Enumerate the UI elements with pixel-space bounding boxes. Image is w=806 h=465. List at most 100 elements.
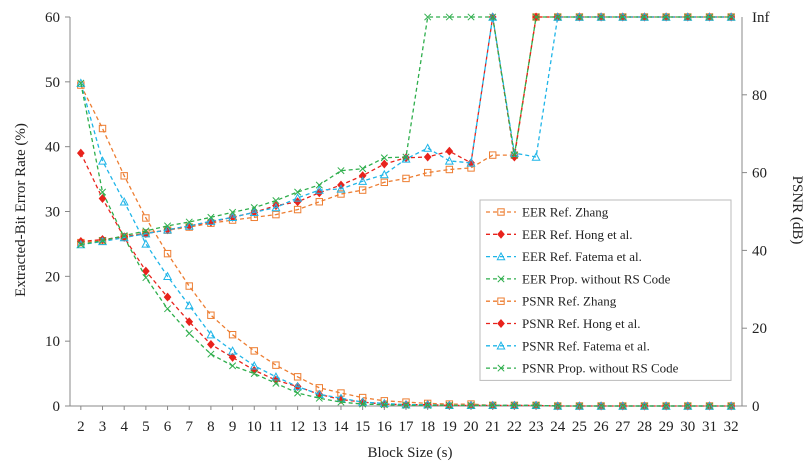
legend-item: PSNR Ref. Hong et al. xyxy=(486,316,640,331)
data-point xyxy=(77,241,85,249)
data-point xyxy=(294,188,302,196)
x-tick-label: 7 xyxy=(185,419,193,435)
x-tick-label: 30 xyxy=(680,419,695,435)
data-point xyxy=(315,198,323,206)
data-point xyxy=(359,400,367,408)
data-point xyxy=(98,237,107,245)
data-point xyxy=(531,152,541,161)
x-tick-label: 12 xyxy=(290,419,305,435)
data-point xyxy=(97,236,108,246)
data-point xyxy=(98,188,107,196)
x-tick-label: 13 xyxy=(312,419,327,435)
x-tick-label: 25 xyxy=(572,419,587,435)
data-point xyxy=(293,381,303,391)
legend-label: EER Ref. Zhang xyxy=(522,205,609,220)
x-tick-label: 2 xyxy=(77,419,85,435)
legend-marker xyxy=(497,297,505,305)
data-point xyxy=(163,249,172,258)
data-point xyxy=(163,222,172,230)
x-tick-label: 18 xyxy=(420,419,435,435)
y-left-tick-label: 60 xyxy=(45,10,60,26)
data-point xyxy=(98,194,107,203)
data-point xyxy=(359,165,367,173)
data-point xyxy=(207,339,215,349)
data-point xyxy=(207,350,215,358)
x-tick-label: 6 xyxy=(164,419,172,435)
legend-item: EER Ref. Zhang xyxy=(486,205,609,220)
data-point xyxy=(184,300,194,310)
x-tick-label: 15 xyxy=(355,419,370,435)
data-point xyxy=(184,221,194,230)
data-point xyxy=(206,329,216,339)
data-point xyxy=(684,13,692,21)
y-left-tick-label: 40 xyxy=(45,140,60,156)
data-point xyxy=(489,13,497,21)
data-point xyxy=(640,13,649,21)
data-point xyxy=(423,168,432,177)
legend-label: PSNR Ref. Hong et al. xyxy=(522,316,640,331)
data-point xyxy=(510,401,518,409)
data-point xyxy=(293,193,303,202)
data-point xyxy=(142,274,150,282)
data-point xyxy=(380,159,389,169)
data-point xyxy=(489,401,497,409)
y-left-tick-label: 10 xyxy=(45,334,60,350)
data-point xyxy=(554,13,562,21)
data-point xyxy=(510,152,519,162)
legend-label: PSNR Prop. without RS Code xyxy=(522,361,679,376)
y-right-tick-label-inf: Inf xyxy=(752,10,770,26)
data-point xyxy=(337,398,345,406)
legend-item: EER Prop. without RS Code xyxy=(486,271,671,286)
data-point xyxy=(358,176,368,185)
data-point xyxy=(424,13,432,21)
y-left-tick-label: 30 xyxy=(45,205,60,221)
data-point xyxy=(271,372,281,381)
data-point xyxy=(142,227,150,235)
data-point xyxy=(229,362,237,370)
data-point xyxy=(423,143,433,152)
data-point xyxy=(466,158,476,167)
data-point xyxy=(228,352,237,362)
data-point xyxy=(185,317,194,327)
data-point xyxy=(402,401,410,409)
x-tick-label: 9 xyxy=(229,419,237,435)
data-point xyxy=(510,151,518,159)
y-right-tick-label: 20 xyxy=(752,321,767,337)
data-point xyxy=(726,12,736,21)
data-point xyxy=(314,185,324,194)
data-point xyxy=(249,207,259,216)
data-point xyxy=(380,401,388,409)
data-point xyxy=(575,13,583,21)
legend: EER Ref. Zhang EER Ref. Hong et al. EER Re… xyxy=(479,199,732,381)
data-point xyxy=(271,202,281,212)
data-point xyxy=(272,210,280,219)
y-right-tick-label: 0 xyxy=(752,399,760,415)
data-point xyxy=(228,346,238,355)
data-point xyxy=(120,232,128,240)
legend-marker xyxy=(497,275,505,283)
data-point xyxy=(315,394,323,402)
data-point xyxy=(142,214,150,222)
data-point xyxy=(185,282,193,290)
legend-box xyxy=(479,199,732,381)
legend-item: PSNR Ref. Zhang xyxy=(486,294,617,309)
data-point xyxy=(250,204,258,212)
x-tick-label: 26 xyxy=(594,419,610,435)
y-right-tick-label: 80 xyxy=(752,88,767,104)
data-point xyxy=(141,239,151,248)
data-point xyxy=(445,146,454,156)
data-point xyxy=(619,13,627,21)
data-point xyxy=(532,401,540,409)
data-point xyxy=(293,205,302,214)
legend-item: PSNR Prop. without RS Code xyxy=(486,361,679,376)
y-right-tick-label: 60 xyxy=(752,166,767,182)
data-point xyxy=(207,213,215,221)
data-point xyxy=(142,266,150,276)
data-point xyxy=(119,197,129,206)
y-axis-left-title: Extracted-Bit Error Rate (%) xyxy=(13,123,29,297)
data-point xyxy=(120,172,128,180)
x-tick-label: 31 xyxy=(702,419,717,435)
x-tick-label: 17 xyxy=(399,419,415,435)
data-point xyxy=(250,370,258,378)
